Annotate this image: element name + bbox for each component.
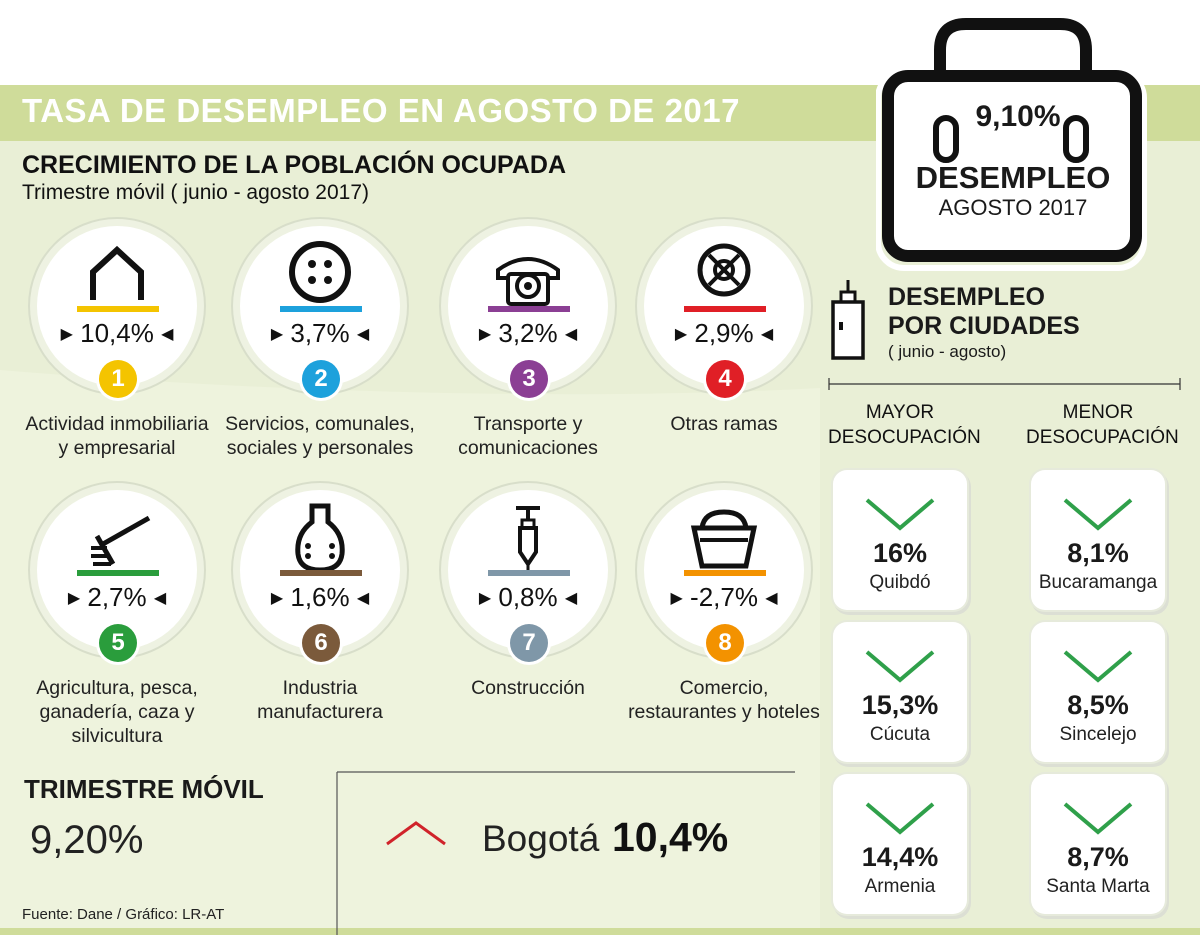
rake-icon (91, 515, 151, 566)
flask-icon (295, 503, 345, 572)
briefcase-icon (876, 18, 1147, 271)
sector-value: ▶ 3,7% ◀ (270, 318, 370, 348)
sector-number-badge: 2 (302, 360, 340, 398)
sector-number-badge: 4 (706, 360, 744, 398)
sector-item: ▶ 0,8% ◀ 7 Construcción (428, 490, 628, 770)
sector-label: Construcción (471, 677, 585, 699)
telephone-icon (496, 257, 560, 306)
chevron-down-icon (1063, 498, 1133, 531)
sector-label: Otras ramas (670, 413, 778, 435)
sector-item: ▶ 3,7% ◀ 2 Servicios, comunales, sociales y… (220, 226, 420, 506)
city-name: Armenia (864, 876, 936, 897)
chevron-down-icon (1063, 802, 1133, 835)
chevron-down-icon (865, 802, 935, 835)
section-subtitle: Trimestre móvil ( junio - agosto 2017) (22, 181, 370, 204)
sector-value: ▶ 0,8% ◀ (478, 582, 578, 612)
city-card: 16% Quibdó (833, 470, 967, 610)
city-name: Cúcuta (869, 724, 931, 745)
cities-title: DESEMPLEO POR CIUDADES (888, 283, 1080, 340)
sector-value: ▶ 1,6% ◀ (270, 582, 370, 612)
chevron-down-icon (1063, 650, 1133, 683)
city-rate: 15,3% (861, 690, 939, 720)
city-rate: 16% (872, 538, 928, 568)
sector-value: ▶ 2,9% ◀ (674, 318, 774, 348)
city-card: 8,7% Santa Marta (1031, 774, 1165, 914)
lowest-header: MENOR DESOCUPACIÓN (1026, 402, 1179, 448)
sector-color-bar (280, 306, 362, 312)
bogota-name: Bogotá (482, 818, 600, 859)
city-rate: 8,1% (1067, 538, 1129, 568)
sector-number-badge: 3 (510, 360, 548, 398)
sector-label: Comercio, restaurantes y hoteles (628, 677, 820, 723)
national-rate: 9,10% (975, 100, 1061, 133)
sector-item: ▶ 2,7% ◀ 5 Agricultura, pesca, ganadería, c… (17, 490, 217, 770)
sector-label: Industria manufacturera (257, 677, 383, 723)
city-card: 8,1% Bucaramanga (1031, 470, 1165, 610)
briefcase-period: AGOSTO 2017 (938, 195, 1088, 220)
sector-color-bar (77, 570, 159, 576)
sector-value: ▶ 3,2% ◀ (478, 318, 578, 348)
plumb-bob-icon (516, 506, 540, 572)
page-title: TASA DE DESEMPLEO EN AGOSTO DE 2017 (22, 92, 740, 129)
trimestre-value: 9,20% (30, 818, 144, 862)
city-name: Quibdó (869, 572, 931, 593)
cities-subtitle: ( junio - agosto) (888, 342, 1007, 361)
sector-color-bar (684, 570, 766, 576)
sector-number-badge: 6 (302, 624, 340, 662)
sector-number-badge: 1 (99, 360, 137, 398)
bogota-value: 10,4% (612, 814, 729, 860)
sector-item: ▶ 2,9% ◀ 4 Otras ramas (624, 226, 824, 506)
sector-item: ▶ 10,4% ◀ 1 Actividad inmobiliaria y empres… (17, 226, 217, 506)
source-credit: Fuente: Dane / Gráfico: LR-AT (22, 906, 225, 923)
chevron-up-icon (386, 821, 446, 846)
sector-value: ▶ -2,7% ◀ (670, 582, 778, 612)
sector-value: ▶ 2,7% ◀ (67, 582, 167, 612)
sector-color-bar (280, 570, 362, 576)
sector-item: ▶ 1,6% ◀ 6 Industria manufacturera (220, 490, 420, 770)
city-rate: 8,7% (1067, 842, 1129, 872)
sector-label: Transporte y comunicaciones (458, 413, 598, 459)
city-card: 15,3% Cúcuta (833, 622, 967, 762)
sector-color-bar (488, 306, 570, 312)
city-rate: 14,4% (861, 842, 939, 872)
sector-item: ▶ 3,2% ◀ 3 Transporte y comunicaciones (428, 226, 628, 506)
sector-label: Actividad inmobiliaria y empresarial (25, 413, 209, 459)
sector-label: Servicios, comunales, sociales y personal… (225, 413, 415, 459)
briefcase-label: DESEMPLEO (915, 160, 1111, 195)
steering-wheel-icon (697, 243, 751, 297)
city-rate: 8,5% (1067, 690, 1129, 720)
sector-color-bar (684, 306, 766, 312)
button-icon (289, 241, 351, 303)
basket-icon (690, 509, 758, 569)
sector-number-badge: 8 (706, 624, 744, 662)
sector-value: ▶ 10,4% ◀ (60, 318, 174, 348)
sector-number-badge: 5 (99, 624, 137, 662)
city-name: Sincelejo (1059, 724, 1137, 745)
city-name: Santa Marta (1046, 876, 1150, 897)
sector-item: ▶ -2,7% ◀ 8 Comercio, restaurantes y hotele… (624, 490, 824, 770)
sector-color-bar (77, 306, 159, 312)
city-card: 8,5% Sincelejo (1031, 622, 1165, 762)
highest-header: MAYOR DESOCUPACIÓN (828, 402, 981, 448)
building-icon (831, 280, 865, 360)
section-title: CRECIMIENTO DE LA POBLACIÓN OCUPADA (22, 151, 566, 179)
chevron-down-icon (865, 650, 935, 683)
trimestre-title: TRIMESTRE MÓVIL (24, 774, 264, 804)
chevron-down-icon (865, 498, 935, 531)
sector-label: Agricultura, pesca, ganadería, caza y silv… (36, 677, 198, 747)
sector-color-bar (488, 570, 570, 576)
house-icon (90, 245, 144, 300)
city-card: 14,4% Armenia (833, 774, 967, 914)
sector-number-badge: 7 (510, 624, 548, 662)
city-name: Bucaramanga (1038, 572, 1158, 593)
